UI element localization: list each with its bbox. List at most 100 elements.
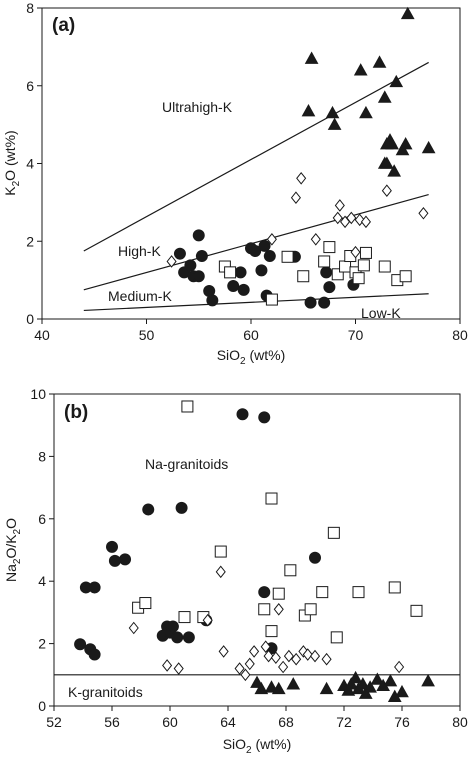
panel-label-b: (b) [64,402,88,423]
filled-triangle-point [380,156,394,169]
filled-circle-point [173,247,186,260]
y-axis-label-b: Na2O/K2O [3,518,23,582]
x-tick-label: 50 [139,327,155,343]
y-tick-label: 6 [26,78,34,94]
open-diamond-point [360,215,371,229]
filled-circle-point [182,631,195,644]
x-axis-label-b: SiO2 (wt%) [223,736,292,756]
annotation-low-k: Low-K [361,305,401,321]
y-tick-label: 8 [38,448,46,464]
open-diamond-point [346,211,357,225]
filled-circle-point [166,620,179,633]
annotation-ultrahigh-k: Ultrahigh-K [162,99,233,115]
filled-triangle-point [344,677,359,690]
filled-triangle-point [389,74,404,88]
open-square-point [258,603,271,616]
x-tick-label: 68 [278,714,294,730]
open-square-point [265,293,278,306]
open-diamond-point [263,649,274,663]
filled-circle-point [171,631,184,644]
filled-triangle-point [348,670,363,684]
open-square-point [331,268,344,281]
y-tick-label: 0 [38,698,46,714]
open-diamond-point [310,233,321,246]
filled-circle-point [108,554,121,567]
filled-triangle-point [254,681,269,695]
filled-circle-point [74,638,87,651]
y-tick-label: 10 [30,386,46,402]
open-square-point [139,597,152,610]
open-diamond-point [290,191,301,205]
filled-triangle-point [383,674,398,687]
open-square-point [214,545,227,558]
panel-label-a: (a) [52,15,75,36]
open-square-point [304,603,317,616]
x-tick-label: 80 [452,327,468,343]
y-tick-label: 8 [26,0,34,16]
filled-circle-point [175,501,188,514]
open-diamond-point [309,649,321,663]
filled-triangle-point [421,140,436,154]
filled-circle-point [255,264,268,277]
x-tick-label: 60 [162,714,178,730]
filled-circle-point [249,244,262,257]
x-tick-label: 72 [336,714,352,730]
filled-triangle-point [398,137,413,150]
open-diamond-point [334,199,345,212]
x-tick-label: 40 [34,327,50,343]
annotation-k-granitoids: K-granitoids [68,684,143,700]
annotation-medium-k: Medium-K [108,288,172,304]
filled-triangle-point [286,677,301,690]
open-square-point [318,255,331,268]
open-square-point [388,581,401,594]
open-diamond-point [202,613,213,627]
open-diamond-point [296,171,307,185]
open-square-point [284,564,297,577]
filled-triangle-point [304,51,319,64]
y-axis-label-a: K2O (wt%) [2,130,22,195]
filled-triangle-point [363,680,377,693]
y-tick-label: 4 [38,573,46,589]
filled-circle-point [263,250,276,263]
open-diamond-point [291,652,302,666]
x-tick-label: 52 [46,714,62,730]
filled-triangle-point [358,686,373,699]
filled-triangle-point [372,55,387,68]
filled-triangle-point [377,90,392,103]
filled-triangle-point [264,680,279,693]
filled-triangle-point [359,105,373,119]
open-square-point [352,272,365,285]
open-diamond-point [234,662,245,675]
x-tick-label: 80 [452,714,468,730]
open-square-point [378,260,391,273]
x-tick-label: 56 [104,714,120,730]
filled-circle-point [195,250,208,263]
filled-triangle-point [395,684,409,698]
filled-triangle-point [387,164,402,177]
open-square-point [359,246,372,259]
open-square-point [339,260,352,273]
x-tick-label: 64 [220,714,236,730]
y-tick-label: 6 [38,511,46,527]
filled-circle-point [318,296,331,309]
filled-triangle-point [370,672,385,685]
open-diamond-point [249,645,260,658]
filled-triangle-point [319,681,334,695]
open-diamond-point [173,662,184,675]
open-diamond-point [283,649,294,663]
open-diamond-point [354,213,365,227]
filled-circle-point [227,279,240,292]
open-diamond-point [350,245,361,259]
open-square-point [265,492,278,505]
filled-circle-point [258,239,271,252]
filled-circle-point [206,294,219,307]
open-diamond-point [273,602,284,616]
filled-circle-point [119,553,132,566]
filled-triangle-point [385,137,399,150]
open-diamond-point [270,651,281,664]
open-square-point [327,526,340,539]
open-diamond-point [302,648,313,661]
filled-circle-point [258,411,271,424]
open-square-point [281,250,294,263]
